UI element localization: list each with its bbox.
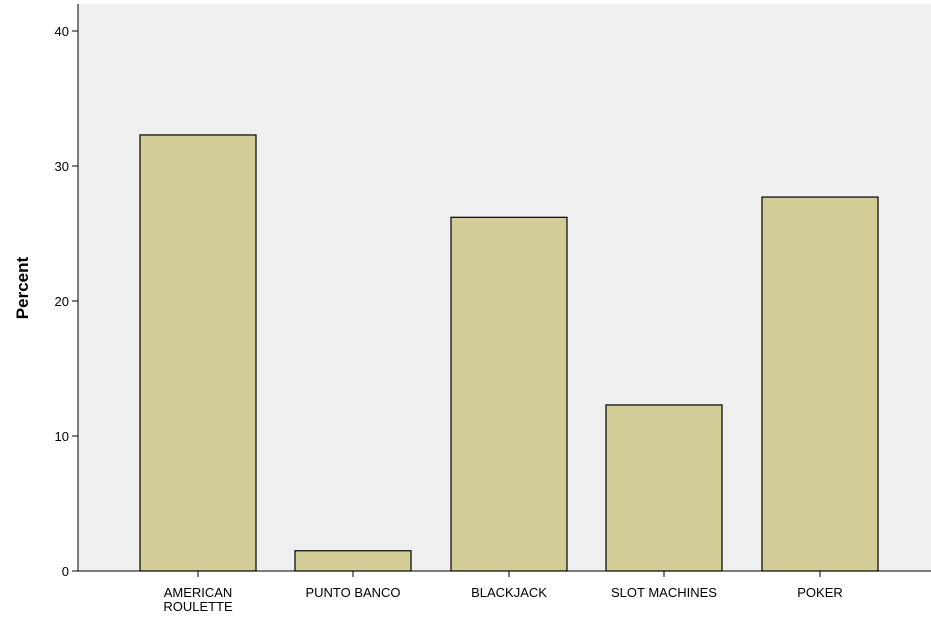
y-tick-label: 0 — [62, 564, 69, 579]
x-tick-label: ROULETTE — [163, 599, 233, 614]
bar — [761, 196, 879, 572]
bar — [605, 404, 723, 572]
y-tick-label: 20 — [55, 294, 69, 309]
bar — [139, 134, 257, 572]
x-tick-label: POKER — [797, 585, 843, 600]
y-axis-title: Percent — [13, 256, 32, 319]
x-tick-label: PUNTO BANCO — [305, 585, 400, 600]
y-axis-ticks: 0 10 20 30 40 — [55, 24, 78, 579]
y-tick-label: 40 — [55, 24, 69, 39]
x-tick-label: BLACKJACK — [471, 585, 547, 600]
x-tick-label: AMERICAN — [164, 585, 233, 600]
x-tick-label: SLOT MACHINES — [611, 585, 717, 600]
bar — [294, 550, 412, 572]
bar — [450, 216, 568, 572]
bars — [139, 134, 879, 572]
y-tick-label: 10 — [55, 429, 69, 444]
y-tick-label: 30 — [55, 159, 69, 174]
